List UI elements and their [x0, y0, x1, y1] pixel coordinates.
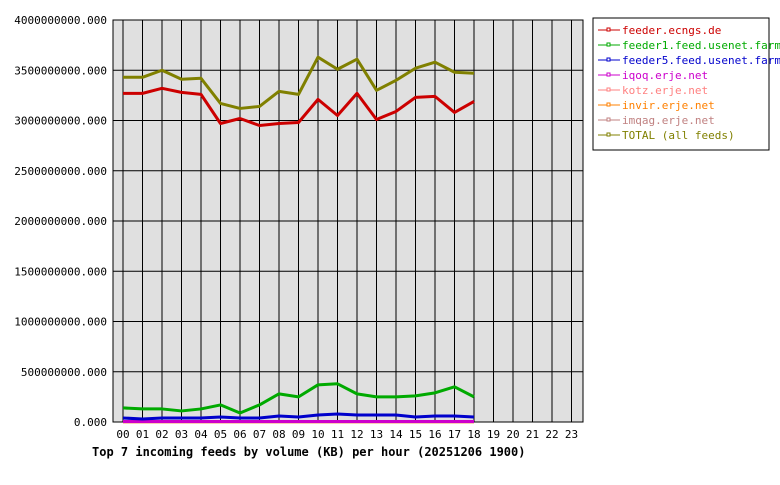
legend-marker — [606, 102, 611, 107]
legend-item: invir.erje.net — [598, 99, 715, 112]
x-tick-label: 05 — [214, 428, 227, 441]
y-tick-label: 1000000000.000 — [14, 316, 107, 329]
x-tick-label: 11 — [331, 428, 344, 441]
legend-label: TOTAL (all feeds) — [622, 129, 735, 142]
legend-marker — [606, 87, 611, 92]
x-axis-label: Top 7 incoming feeds by volume (KB) per … — [92, 445, 525, 459]
series-lines — [122, 55, 475, 424]
x-tick-label: 04 — [194, 428, 208, 441]
legend-marker — [606, 117, 611, 122]
legend-label: invir.erje.net — [622, 99, 715, 112]
x-tick-label: 23 — [565, 428, 578, 441]
y-tick-label: 2000000000.000 — [14, 215, 107, 228]
legend: feeder.ecngs.de feeder1.feed.usenet.farm f… — [592, 17, 780, 151]
x-tick-label: 14 — [389, 428, 403, 441]
x-tick-label: 02 — [155, 428, 168, 441]
legend-label: kotz.erje.net — [622, 84, 708, 97]
x-tick-label: 17 — [448, 428, 461, 441]
x-tick-label: 21 — [526, 428, 539, 441]
legend-item: feeder1.feed.usenet.farm — [598, 39, 780, 52]
x-tick-label: 07 — [253, 428, 266, 441]
y-tick-label: 4000000000.000 — [14, 14, 107, 27]
legend-item: feeder5.feed.usenet.farm — [598, 54, 780, 67]
legend-item: TOTAL (all feeds) — [598, 129, 735, 142]
legend-label: feeder5.feed.usenet.farm — [622, 54, 780, 67]
x-tick-label: 13 — [370, 428, 383, 441]
x-tick-label: 08 — [272, 428, 285, 441]
x-tick-label: 03 — [175, 428, 188, 441]
series-line — [123, 55, 475, 110]
legend-label: feeder1.feed.usenet.farm — [622, 39, 780, 52]
legend-marker — [606, 42, 611, 47]
x-tick-label: 18 — [467, 428, 480, 441]
x-tick-label: 20 — [506, 428, 519, 441]
x-tick-label: 09 — [292, 428, 305, 441]
y-tick-label: 3000000000.000 — [14, 115, 107, 128]
y-tick-label: 0.000 — [74, 416, 107, 429]
series-line — [122, 412, 475, 421]
series-line — [122, 382, 475, 415]
legend-item: iqoq.erje.net — [598, 69, 708, 82]
x-tick-label: 16 — [428, 428, 441, 441]
legend-marker — [606, 27, 611, 32]
x-tick-label: 15 — [409, 428, 422, 441]
legend-marker — [606, 132, 611, 137]
x-tick-label: 01 — [136, 428, 149, 441]
legend-marker — [606, 57, 611, 62]
y-tick-label: 500000000.000 — [21, 366, 107, 379]
legend-item: feeder.ecngs.de — [598, 24, 721, 37]
y-tick-label: 3500000000.000 — [14, 64, 107, 77]
legend-label: iqoq.erje.net — [622, 69, 708, 82]
x-tick-label: 12 — [350, 428, 363, 441]
y-axis: 0.000 500000000.000 1000000000.000 15000000… — [14, 14, 107, 429]
series-line — [123, 86, 475, 128]
legend-label: feeder.ecngs.de — [622, 24, 721, 37]
legend-marker — [606, 72, 611, 77]
x-tick-label: 00 — [116, 428, 129, 441]
x-tick-label: 19 — [487, 428, 500, 441]
y-tick-label: 2500000000.000 — [14, 165, 107, 178]
x-tick-label: 22 — [545, 428, 558, 441]
y-tick-label: 1500000000.000 — [14, 265, 107, 278]
legend-label: imqag.erje.net — [622, 114, 715, 127]
legend-item: kotz.erje.net — [598, 84, 708, 97]
x-axis: 00 01 02 03 04 05 06 07 08 09 10 11 12 13 14 15 16 17 18 19… — [116, 428, 578, 441]
legend-item: imqag.erje.net — [598, 114, 715, 127]
x-tick-label: 10 — [311, 428, 324, 441]
x-tick-label: 06 — [233, 428, 246, 441]
